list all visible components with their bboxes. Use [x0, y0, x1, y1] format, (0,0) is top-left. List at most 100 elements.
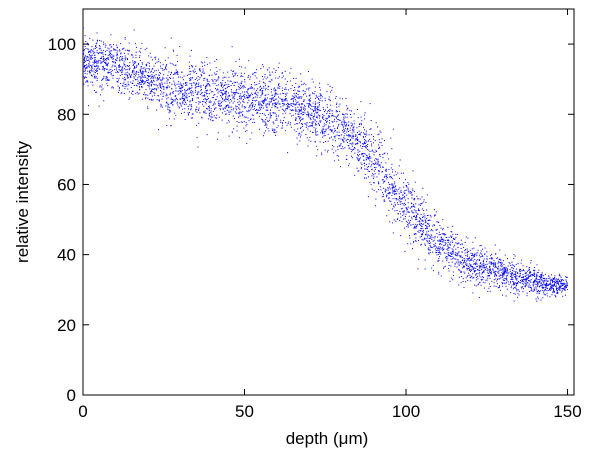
data-point: [355, 134, 357, 136]
data-point: [282, 122, 284, 124]
data-point: [345, 113, 347, 115]
data-point: [124, 73, 126, 75]
data-point: [158, 74, 160, 76]
data-point: [172, 91, 174, 93]
data-point: [525, 278, 527, 280]
data-point: [392, 128, 394, 130]
data-point: [165, 95, 167, 97]
data-point: [211, 113, 213, 115]
data-point: [528, 286, 530, 288]
data-point: [298, 114, 300, 116]
data-point: [170, 124, 172, 126]
data-point: [314, 106, 316, 108]
data-point: [252, 103, 254, 105]
data-point: [199, 112, 201, 114]
data-point: [288, 121, 290, 123]
data-point: [254, 106, 256, 108]
data-point: [505, 295, 507, 297]
data-point: [263, 98, 265, 100]
data-point: [95, 43, 97, 45]
data-point: [241, 106, 243, 108]
data-point: [97, 61, 99, 63]
data-point: [363, 137, 365, 139]
data-point: [172, 92, 174, 94]
data-point: [311, 112, 313, 114]
data-point: [507, 265, 509, 267]
data-point: [135, 43, 137, 45]
data-point: [169, 110, 171, 112]
data-point: [477, 283, 479, 285]
data-point: [527, 273, 529, 275]
data-point: [559, 275, 561, 277]
data-point: [93, 62, 95, 64]
data-point: [273, 99, 275, 101]
data-point: [329, 99, 331, 101]
data-point: [211, 78, 213, 80]
data-point: [173, 73, 175, 75]
data-point: [289, 113, 291, 115]
data-point: [534, 280, 536, 282]
data-point: [126, 85, 128, 87]
data-point: [190, 87, 192, 89]
data-point: [189, 88, 191, 90]
data-point: [270, 99, 272, 101]
data-point: [331, 115, 333, 117]
data-point: [98, 68, 100, 70]
data-point: [322, 131, 324, 133]
data-point: [313, 93, 315, 95]
data-point: [463, 265, 465, 267]
data-point: [463, 287, 465, 289]
data-point: [433, 246, 435, 248]
data-point: [547, 287, 549, 289]
data-point: [232, 82, 234, 84]
data-point: [337, 118, 339, 120]
data-point: [356, 143, 358, 145]
data-point: [227, 85, 229, 87]
data-point: [563, 288, 565, 290]
data-point: [141, 98, 143, 100]
data-point: [365, 136, 367, 138]
data-point: [506, 270, 508, 272]
data-point: [472, 255, 474, 257]
data-point: [138, 71, 140, 73]
data-point: [503, 266, 505, 268]
data-point: [495, 275, 497, 277]
data-point: [303, 82, 305, 84]
data-point: [175, 97, 177, 99]
data-point: [308, 106, 310, 108]
data-point: [285, 83, 287, 85]
data-point: [504, 283, 506, 285]
data-point: [346, 142, 348, 144]
data-point: [417, 220, 419, 222]
data-point: [552, 279, 554, 281]
data-point: [337, 148, 339, 150]
data-point: [181, 101, 183, 103]
data-point: [417, 268, 419, 270]
data-point: [306, 95, 308, 97]
data-point: [259, 113, 261, 115]
data-point: [432, 240, 434, 242]
data-point: [148, 62, 150, 64]
data-point: [252, 94, 254, 96]
data-point: [432, 264, 434, 266]
data-point: [86, 66, 88, 68]
data-point: [281, 125, 283, 127]
data-point: [409, 221, 411, 223]
data-point: [421, 226, 423, 228]
data-point: [169, 94, 171, 96]
data-point: [292, 105, 294, 107]
data-point: [386, 176, 387, 178]
data-point: [197, 146, 199, 148]
data-point: [417, 197, 419, 199]
data-point: [275, 99, 277, 101]
data-point: [187, 113, 189, 115]
data-point: [392, 187, 394, 189]
data-point: [442, 249, 444, 251]
data-point: [218, 77, 220, 79]
data-point: [428, 223, 430, 225]
data-point: [415, 227, 417, 229]
data-point: [290, 109, 292, 111]
data-point: [286, 124, 288, 126]
data-point: [554, 295, 556, 297]
data-point: [505, 278, 507, 280]
